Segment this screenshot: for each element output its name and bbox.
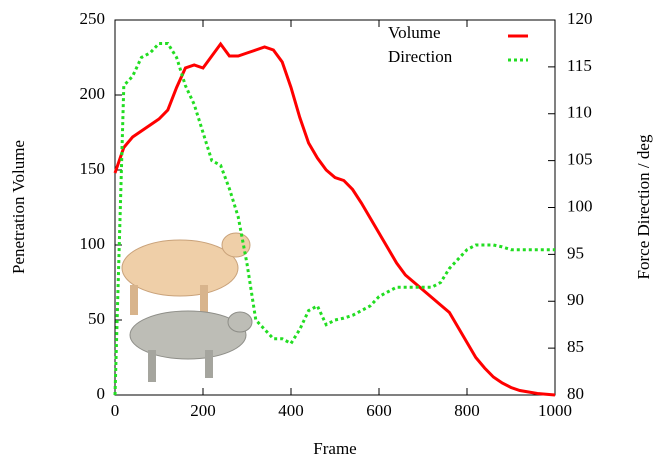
y-tick-label: 200 (80, 84, 106, 103)
y-tick-label: 250 (80, 9, 106, 28)
y2-tick-label: 95 (567, 243, 584, 262)
x-tick-label: 200 (190, 401, 216, 420)
y2-tick-label: 90 (567, 290, 584, 309)
x-tick-label: 1000 (538, 401, 572, 420)
y2-tick-label: 105 (567, 150, 593, 169)
y2-tick-label: 80 (567, 384, 584, 403)
y2-tick-label: 85 (567, 337, 584, 356)
series-line (113, 41, 555, 396)
y-tick-label: 100 (80, 234, 106, 253)
legend-label: Direction (388, 47, 453, 66)
series-line (113, 41, 556, 397)
y2-axis-label: Force Direction / deg (634, 134, 653, 279)
y-tick-label: 150 (80, 159, 106, 178)
y-tick-label: 0 (97, 384, 106, 403)
y2-tick-label: 100 (567, 196, 593, 215)
legend-label: Volume (388, 23, 441, 42)
y2-tick-label: 120 (567, 9, 593, 28)
y2-tick-label: 115 (567, 56, 592, 75)
animal-images (121, 232, 253, 382)
y2-tick-label: 110 (567, 103, 592, 122)
x-tick-label: 0 (111, 401, 120, 420)
x-tick-label: 400 (278, 401, 304, 420)
x-axis-label: Frame (313, 439, 356, 458)
x-tick-label: 800 (454, 401, 480, 420)
y-axis-label: Penetration Volume (9, 140, 28, 274)
x-tick-label: 600 (366, 401, 392, 420)
y-tick-label: 50 (88, 309, 105, 328)
